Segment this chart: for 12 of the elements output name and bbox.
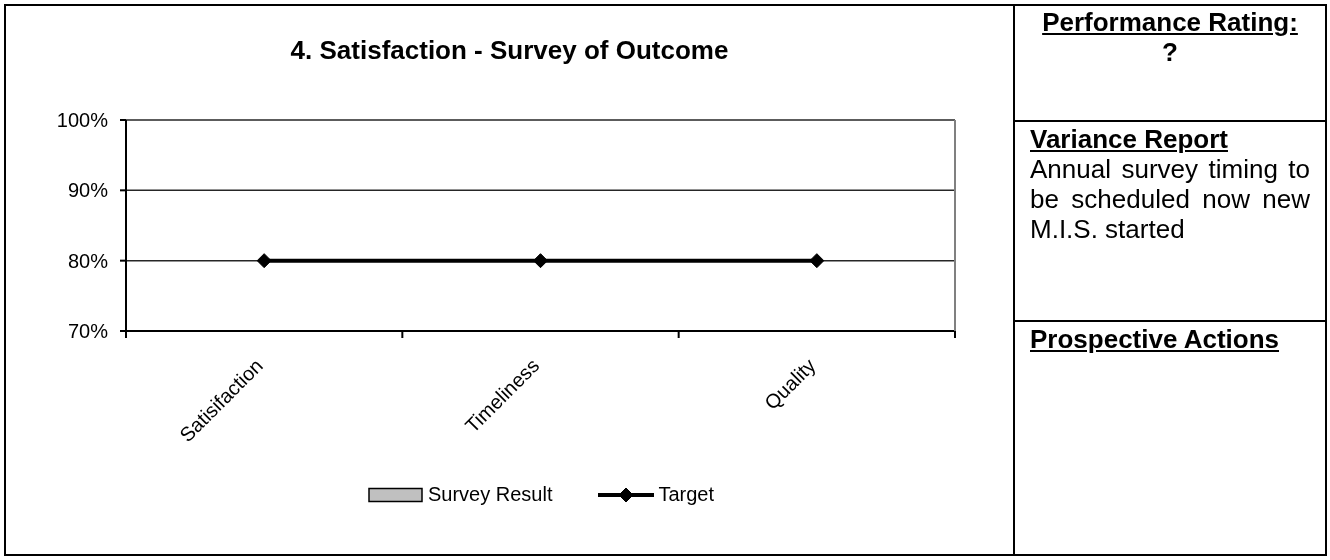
y-tick-label: 90%: [67, 179, 109, 202]
text: Prospective Actions: [1030, 324, 1280, 354]
y-tick-label: 70%: [67, 320, 109, 343]
chart-title: 4. Satisfaction - Survey of Outcome: [289, 35, 730, 65]
y-tick-label: 100%: [56, 109, 109, 132]
text: Annual survey timing to be scheduled now new M.I.S. started: [1030, 154, 1310, 244]
text: ?: [1161, 37, 1179, 67]
text: Variance Report: [1030, 124, 1229, 154]
text: Performance Rating:: [1041, 7, 1299, 37]
legend-label: Survey Result: [427, 483, 553, 506]
y-tick-label: 80%: [67, 249, 109, 272]
legend-label: Target: [658, 483, 715, 506]
